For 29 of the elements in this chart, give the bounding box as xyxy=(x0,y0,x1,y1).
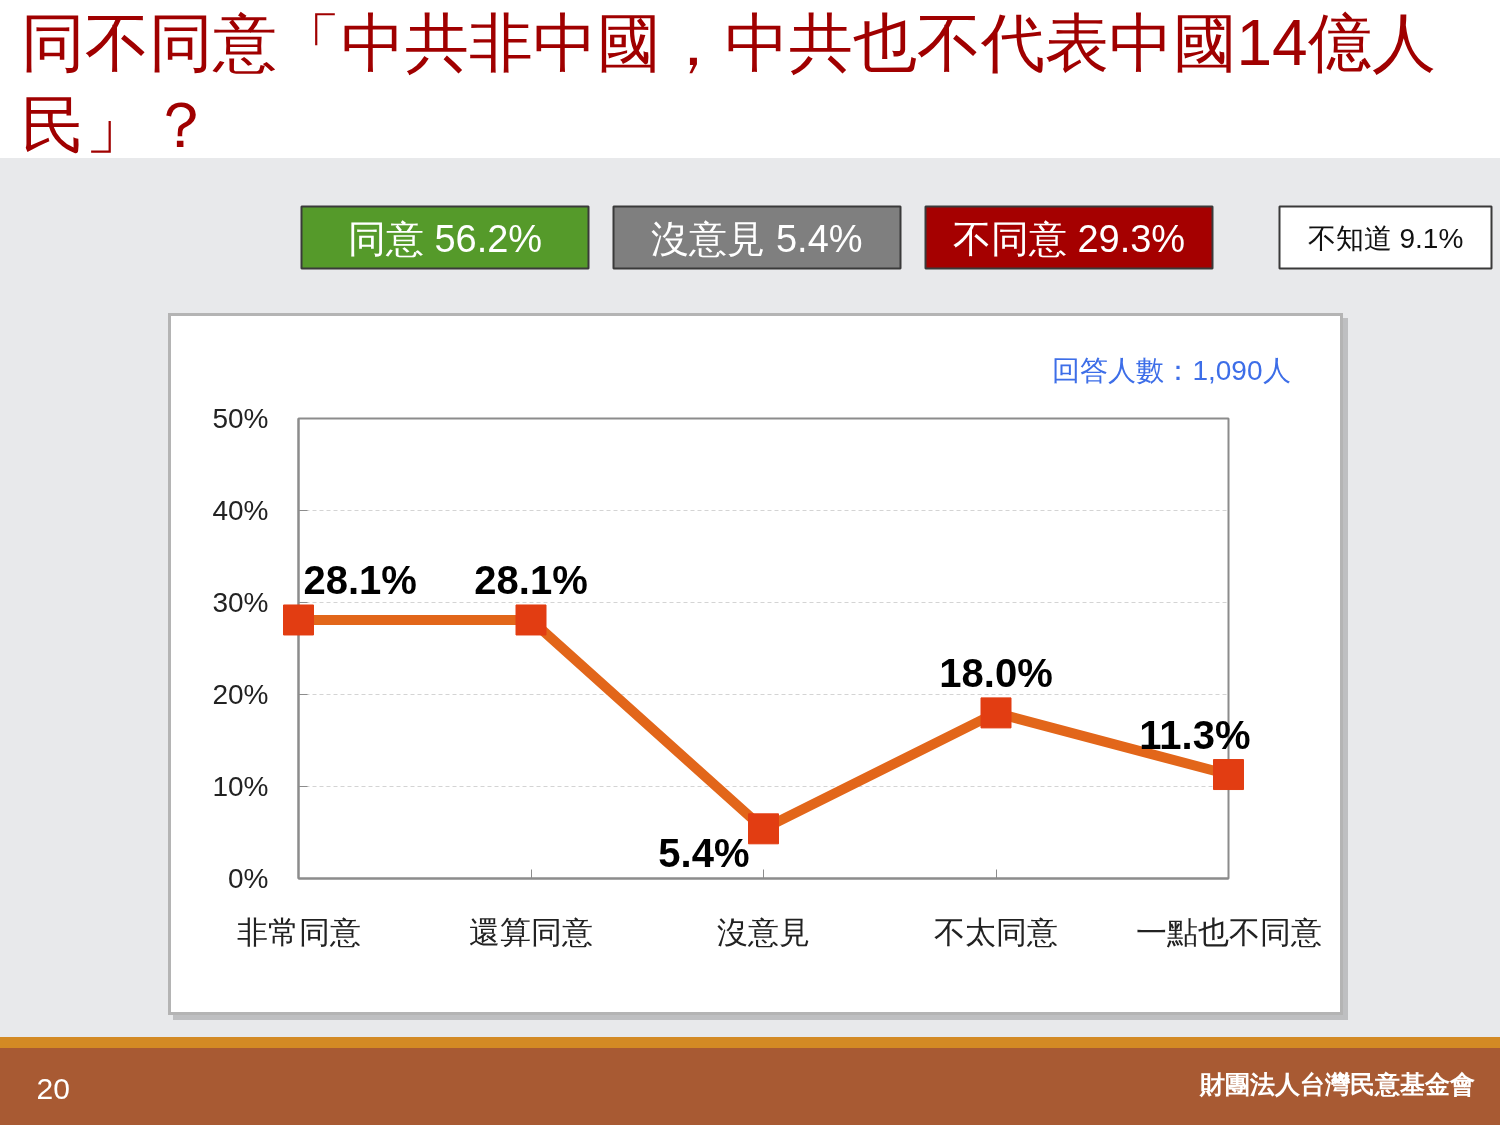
text: 回答人數：1,090人 xyxy=(1052,355,1291,386)
x-tick-label: 還算同意 xyxy=(469,914,593,950)
y-tick-label: 10% xyxy=(212,771,269,802)
text: 同意 56.2% xyxy=(347,217,543,260)
text: 不知道 9.1% xyxy=(1307,223,1464,254)
x-tick-label: 非常同意 xyxy=(236,914,361,950)
data-label: 18.0% xyxy=(939,650,1053,695)
data-label: 5.4% xyxy=(658,830,750,875)
text: 20 xyxy=(36,1071,70,1105)
y-tick-label: 30% xyxy=(212,587,269,618)
x-tick-label: 不太同意 xyxy=(934,914,1058,950)
y-tick-label: 0% xyxy=(228,863,269,894)
y-tick-label: 40% xyxy=(212,495,269,526)
point xyxy=(748,813,779,845)
data-label: 28.1% xyxy=(474,557,588,602)
x-tick-label: 一點也不同意 xyxy=(1135,914,1322,950)
point xyxy=(515,604,547,636)
y-tick-label: 50% xyxy=(212,403,269,434)
text: 沒意見 5.4% xyxy=(651,217,863,260)
y-tick-label: 20% xyxy=(212,679,269,710)
x-tick-label: 沒意見 xyxy=(717,914,810,950)
data-label: 11.3% xyxy=(1139,712,1251,757)
point xyxy=(283,604,314,636)
text: 同不同意「中共非中國，中共也不代表中國14億人民」？ xyxy=(20,6,1436,161)
point xyxy=(980,697,1012,729)
text: 財團法人台灣民意基金會 xyxy=(1198,1069,1475,1098)
point xyxy=(1213,759,1244,791)
text: 不同意 29.3% xyxy=(952,217,1186,260)
data-label: 28.1% xyxy=(303,557,417,602)
